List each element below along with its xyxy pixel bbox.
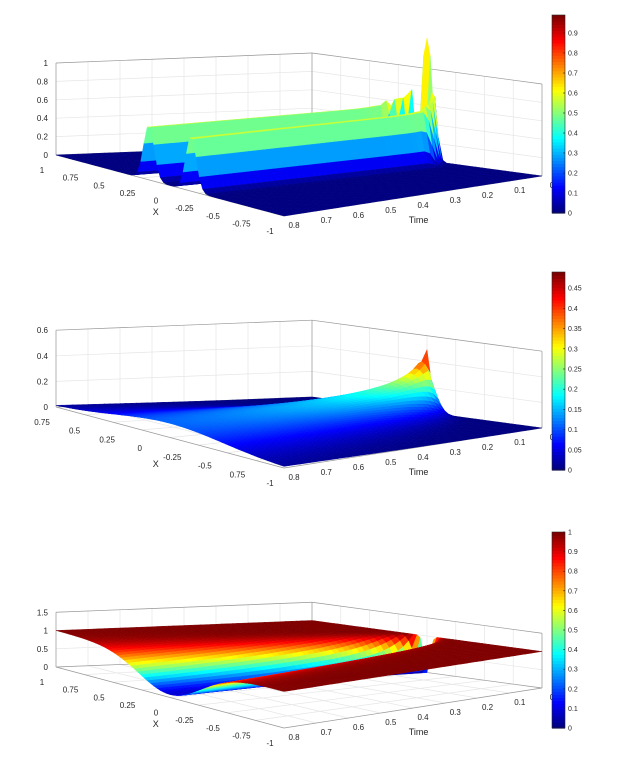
time-tick-label: 0.7 (321, 216, 333, 225)
x-tick-label: 0.25 (120, 189, 136, 198)
x-tick-label: 0.75 (63, 174, 79, 183)
colorbar-tick-label: 0.7 (568, 71, 578, 78)
colorbar-tick-label: 0 (568, 211, 572, 218)
x-tick-label: -1 (266, 227, 274, 236)
chart-panel-2: 00.20.40.60.750.50.250-0.25-0.50.75-1X0.… (34, 271, 582, 488)
colorbar-tick-label: 0.9 (568, 31, 578, 38)
colorbar: 0 0.1 0.2 0.3 0.4 0.5 0.6 0.7 0.8 0.9 (551, 14, 578, 218)
time-tick-label: 0.2 (482, 191, 494, 200)
colorbar-tick-label: 0.1 (568, 191, 578, 198)
x-tick-label: -0.75 (232, 219, 251, 228)
time-tick-label: 0.6 (353, 211, 365, 220)
time-tick-label: 0.1 (514, 186, 526, 195)
x-axis-label: X (153, 207, 159, 217)
z-tick-label: 0.4 (37, 114, 49, 123)
time-tick-label: 0.8 (288, 221, 300, 230)
x-tick-label: -0.5 (206, 212, 220, 221)
x-tick-label: 0 (154, 197, 159, 206)
time-axis-label: Time (409, 215, 429, 225)
surface (55, 38, 543, 217)
z-tick-label: 0.6 (37, 96, 49, 105)
x-tick-label: 0.5 (93, 181, 105, 190)
z-tick-label: 1 (44, 59, 49, 68)
z-tick-label: 0.2 (37, 133, 49, 142)
time-tick-label: 0.4 (417, 201, 429, 210)
colorbar-tick-label: 0.2 (568, 171, 578, 178)
colorbar-tick-label: 0.6 (568, 91, 578, 98)
time-tick-label: 0.5 (385, 206, 397, 215)
colorbar-tick-label: 0.5 (568, 111, 578, 118)
colorbar-tick-label: 0.3 (568, 151, 578, 158)
x-tick-label: -0.25 (175, 204, 194, 213)
z-tick-label: 0 (44, 151, 49, 160)
colorbar-segment (552, 15, 565, 19)
colorbar-tick-label: 0.8 (568, 51, 578, 58)
time-tick-label: 0.3 (450, 196, 462, 205)
z-tick-label: 0.8 (37, 77, 49, 86)
colorbar-tick-label: 0.4 (568, 131, 578, 138)
chart-panel-1: 0 0.2 0.4 0.6 0.8 1 1 0.75 0.5 0.25 0 -0.25 -0.5 -0.7… (37, 14, 578, 236)
x-tick-label: 1 (40, 166, 45, 175)
